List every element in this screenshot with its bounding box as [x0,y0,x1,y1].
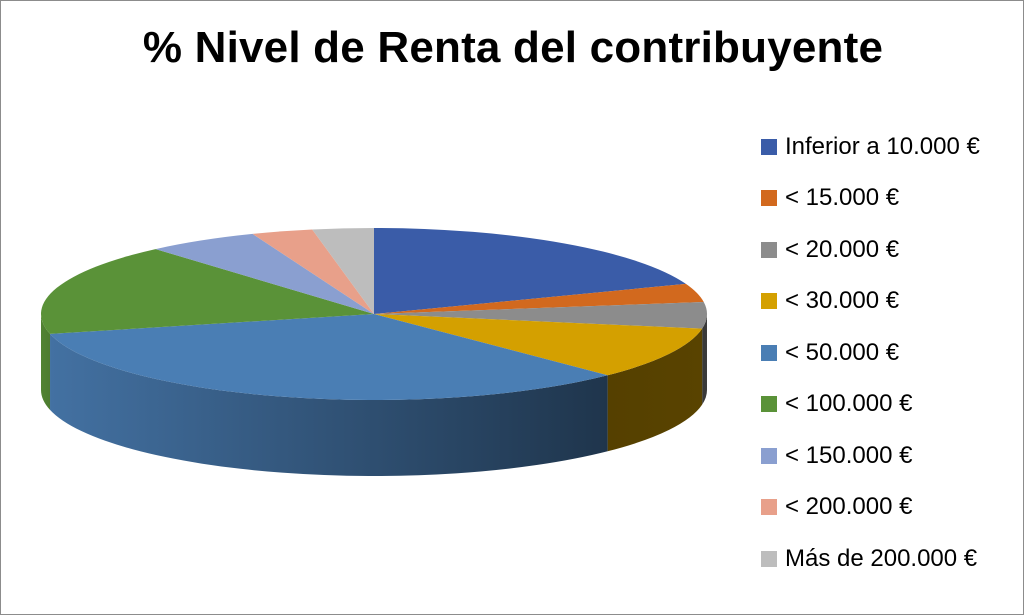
legend-swatch [761,241,777,258]
legend-label: < 100.000 € [785,390,913,418]
legend-swatch [761,138,777,155]
legend-item: < 30.000 € [761,276,1019,328]
legend-label: < 15.000 € [785,184,900,212]
pie-slice-9 [312,228,374,314]
pie-slice-7 [155,233,374,314]
pie-side-6 [41,314,51,410]
legend-item: < 15.000 € [761,173,1019,225]
pie-slice-2 [374,283,704,314]
legend-swatch [761,550,777,567]
legend-label: Más de 200.000 € [785,544,978,572]
pie-chart [40,228,707,477]
legend: Inferior a 10.000 € < 15.000 € < 20.000 € <… [761,121,1019,585]
legend-swatch [761,499,777,516]
legend-label: < 30.000 € [785,287,900,315]
pie-area [1,1,741,614]
pie-side-5 [50,333,608,477]
legend-item: < 20.000 € [761,224,1019,276]
pie-side-3 [702,314,707,405]
pie-slice-6 [40,249,374,334]
chart-title: % Nivel de Renta del contribuyente [142,23,884,72]
pie-slice-5 [50,314,608,400]
legend-swatch [761,190,777,207]
pie-slices [40,228,707,400]
pie-side-4 [607,328,703,452]
legend-label: < 20.000 € [785,235,900,263]
pie-slice-3 [374,302,707,329]
legend-item: < 150.000 € [761,430,1019,482]
legend-label: < 200.000 € [785,493,913,521]
pie-slice-8 [252,229,374,314]
pie-side-walls [41,314,707,477]
legend-label: Inferior a 10.000 € [785,132,980,160]
legend-swatch [761,447,777,464]
legend-label: < 150.000 € [785,441,913,469]
legend-item: Más de 200.000 € [761,533,1019,585]
legend-item: Inferior a 10.000 € [761,121,1019,173]
legend-item: < 50.000 € [761,327,1019,379]
legend-item: < 100.000 € [761,379,1019,431]
legend-swatch [761,396,777,413]
pie-slice-4 [374,314,703,376]
pie-slice-1 [374,228,686,314]
legend-item: < 200.000 € [761,482,1019,534]
legend-swatch [761,293,777,310]
legend-label: < 50.000 € [785,338,900,366]
legend-swatch [761,344,777,361]
